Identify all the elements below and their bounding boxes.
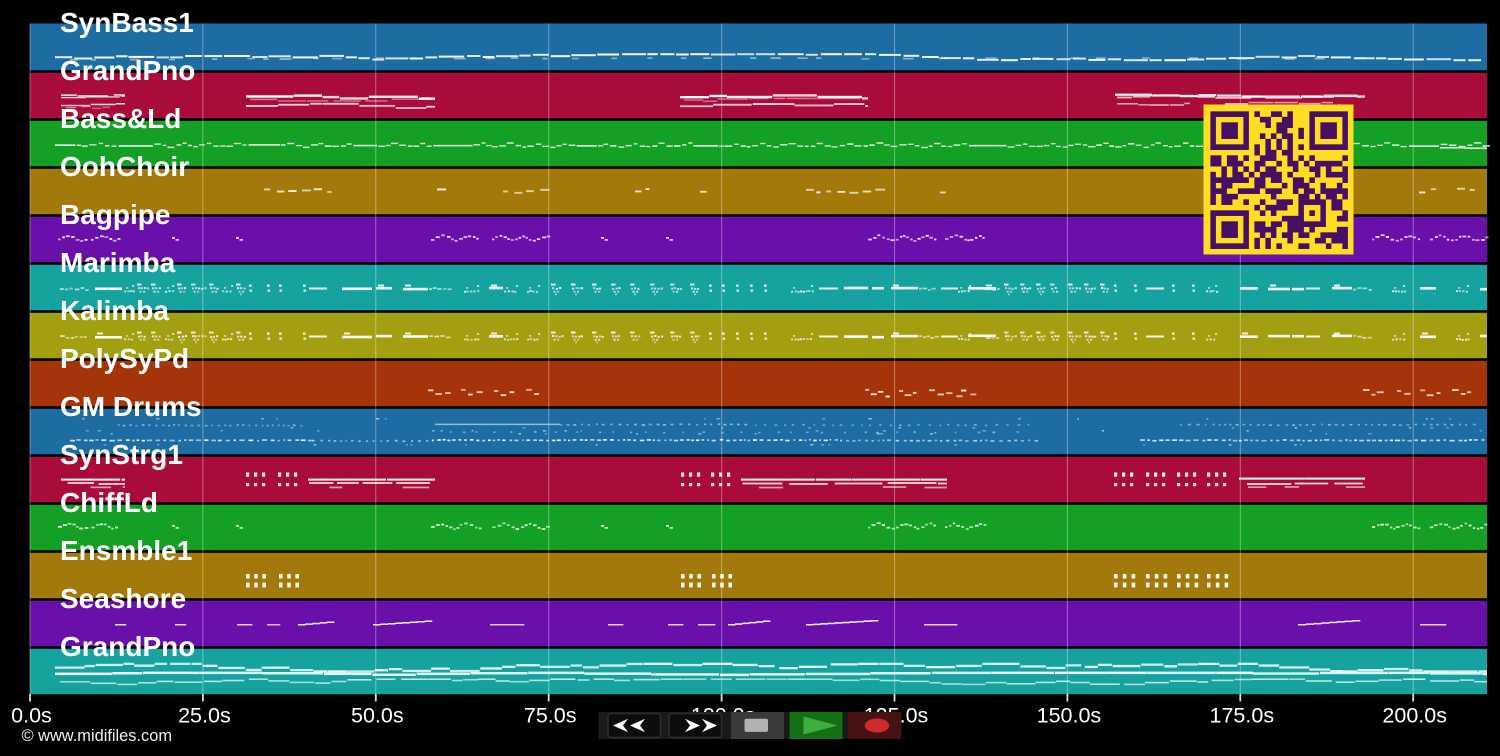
svg-text:175.0s: 175.0s — [1210, 704, 1275, 728]
svg-text:ChiffLd: ChiffLd — [60, 487, 158, 518]
svg-text:GrandPno: GrandPno — [60, 631, 195, 662]
svg-text:150.0s: 150.0s — [1037, 704, 1102, 728]
svg-text:GM Drums: GM Drums — [60, 391, 202, 422]
svg-text:0.0s: 0.0s — [11, 704, 52, 728]
svg-text:PolySyPd: PolySyPd — [60, 343, 189, 374]
svg-text:Bass&Ld: Bass&Ld — [60, 103, 181, 134]
svg-text:Marimba: Marimba — [60, 247, 176, 278]
svg-text:200.0s: 200.0s — [1382, 704, 1447, 728]
svg-text:SynStrg1: SynStrg1 — [60, 439, 183, 470]
svg-text:© www.midifiles.com: © www.midifiles.com — [22, 727, 173, 745]
svg-text:Ensmble1: Ensmble1 — [60, 535, 192, 566]
svg-text:OohChoir: OohChoir — [60, 151, 189, 182]
svg-text:75.0s: 75.0s — [524, 704, 577, 728]
svg-text:SynBass1: SynBass1 — [60, 7, 194, 38]
svg-text:GrandPno: GrandPno — [60, 55, 195, 86]
svg-text:25.0s: 25.0s — [178, 704, 231, 728]
svg-text:Kalimba: Kalimba — [60, 295, 169, 326]
svg-text:Seashore: Seashore — [60, 583, 186, 614]
svg-text:50.0s: 50.0s — [351, 704, 404, 728]
svg-text:Bagpipe: Bagpipe — [60, 199, 170, 230]
